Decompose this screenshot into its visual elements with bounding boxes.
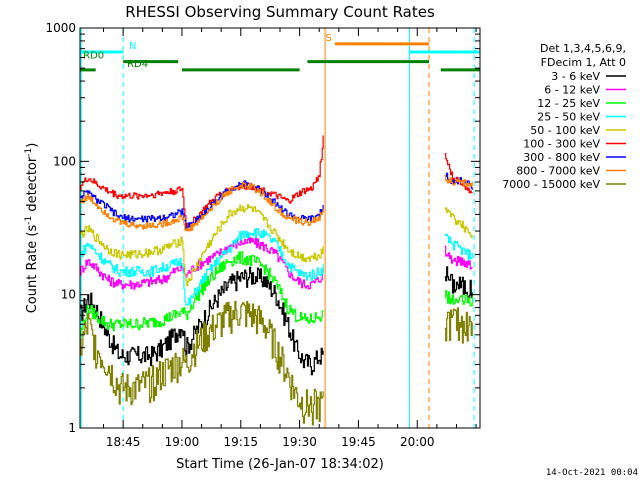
x-tick-label-1: 19:00 [165, 435, 200, 449]
legend-label-7: 300 - 800 keV [523, 151, 600, 164]
y-axis-label-end: ) [25, 143, 40, 148]
flag-label-rd0: RD0 [83, 51, 104, 62]
legend-header-0: Det 1,3,4,5,6,9, [540, 42, 626, 55]
y-axis-label-mid: detector [25, 156, 40, 216]
series-line-3-after-gap [444, 290, 473, 307]
y-tick-label-1: 10 [61, 288, 76, 302]
series-line-4 [80, 228, 324, 306]
x-tick-label-2: 19:15 [223, 435, 258, 449]
series-line-2-after-gap [444, 245, 473, 270]
flag-label-n: N [129, 41, 136, 52]
legend-label-6: 100 - 300 keV [523, 138, 600, 151]
x-axis-label: Start Time (26-Jan-07 18:34:02) [176, 457, 384, 472]
y-axis-label: Count Rate (s-1 detector-1) [24, 143, 40, 314]
footer-timestamp: 14-Oct-2021 00:04 [545, 468, 638, 478]
series-line-2 [80, 236, 324, 290]
y-tick-label-2: 100 [53, 154, 76, 168]
series-line-5-after-gap [444, 207, 473, 238]
legend-label-9: 7000 - 15000 keV [502, 178, 600, 191]
series-line-4-after-gap [444, 233, 473, 261]
x-tick-label-0: 18:45 [106, 435, 141, 449]
plot-area: N RD0 RD4 S [80, 28, 480, 428]
axes: 18:45 19:00 19:15 19:30 19:45 20:00 1 10 100 1000 [45, 21, 480, 449]
series-line-8-after-gap [444, 174, 473, 187]
y-tick-label-0: 1 [68, 421, 76, 435]
x-tick-label-4: 19:45 [341, 435, 376, 449]
legend-header-1: FDecim 1, Att 0 [541, 56, 626, 69]
y-axis-label-sup1: -1 [24, 216, 34, 225]
series-line-9 [80, 300, 324, 426]
y-tick-label-3: 1000 [45, 21, 76, 35]
x-tick-label-5: 20:00 [400, 435, 435, 449]
legend-label-3: 12 - 25 keV [537, 97, 600, 110]
legend-label-1: 3 - 6 keV [551, 70, 600, 83]
y-axis-label-main: Count Rate (s [25, 225, 40, 314]
legend-label-2: 6 - 12 keV [544, 84, 600, 97]
series-line-8 [80, 181, 324, 232]
series-line-9-after-gap [444, 307, 473, 344]
legend: Det 1,3,4,5,6,9,FDecim 1, Att 03 - 6 keV… [502, 42, 626, 191]
y-axis-label-sup2: -1 [24, 148, 34, 157]
legend-label-4: 25 - 50 keV [537, 111, 600, 124]
flag-label-rd4: RD4 [127, 59, 148, 70]
series-line-5 [80, 204, 324, 287]
flag-label-s: S [325, 33, 331, 44]
legend-label-5: 50 - 100 keV [530, 124, 600, 137]
legend-label-8: 800 - 7000 keV [516, 165, 600, 178]
x-tick-label-3: 19:30 [282, 435, 317, 449]
chart-title: RHESSI Observing Summary Count Rates [125, 3, 435, 21]
